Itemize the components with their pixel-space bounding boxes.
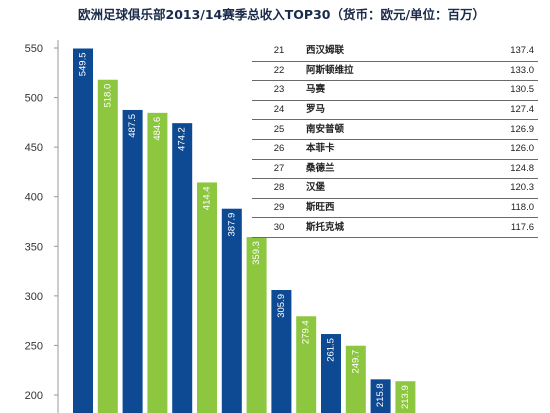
y-tick-label: 300 — [25, 291, 43, 303]
club-cell: 西汉姆联 — [306, 42, 453, 62]
revenue-cell: 118.0 — [452, 198, 538, 219]
club-cell: 阿斯顿维拉 — [306, 61, 453, 82]
revenue-cell: 126.0 — [452, 139, 538, 160]
rank-cell: 29 — [252, 198, 306, 219]
club-cell: 斯旺西 — [306, 198, 453, 219]
bar — [246, 237, 267, 413]
club-cell: 罗马 — [306, 100, 453, 121]
y-tick-label: 400 — [25, 192, 43, 204]
club-cell: 桑德兰 — [306, 159, 453, 180]
bar — [321, 334, 341, 413]
rank-cell: 21 — [252, 42, 306, 62]
y-axis-ticks: 200 250 300 350 400 450 500 550 — [25, 43, 58, 402]
bar — [147, 112, 168, 413]
bar-value-label: 305.9 — [276, 294, 287, 318]
y-tick-label: 200 — [25, 390, 43, 402]
y-tick-label: 350 — [25, 241, 43, 253]
bar — [370, 379, 391, 413]
rank-cell: 27 — [252, 159, 306, 180]
chart-title: 欧洲足球俱乐部2013/14赛季总收入TOP30（货币：欧元/单位：百万） — [78, 7, 486, 22]
table-row: 30 斯托克城 117.6 — [252, 217, 538, 238]
y-tick-label: 450 — [25, 142, 43, 154]
table-row: 23 马赛 130.5 — [252, 80, 538, 101]
table-row: 25 南安普顿 126.9 — [252, 119, 538, 140]
rank-cell: 22 — [252, 61, 306, 82]
bar-value-label: 213.9 — [400, 385, 411, 409]
bar — [345, 345, 366, 413]
bar-value-label: 249.7 — [350, 350, 361, 374]
bar — [122, 109, 143, 413]
bar — [296, 316, 317, 413]
bar-value-label: 279.4 — [301, 320, 312, 344]
bar-value-label: 215.8 — [375, 383, 386, 407]
table-row: 27 桑德兰 124.8 — [252, 159, 538, 180]
bar-value-label: 474.2 — [177, 127, 188, 151]
rank-cell: 30 — [252, 217, 306, 238]
revenue-cell: 120.3 — [452, 178, 538, 199]
y-tick-label: 250 — [25, 340, 43, 352]
club-cell: 汉堡 — [306, 178, 453, 199]
revenue-cell: 127.4 — [452, 100, 538, 121]
bar-value-label: 387.9 — [226, 213, 237, 237]
bar — [197, 182, 217, 413]
revenue-cell: 124.8 — [452, 159, 538, 180]
bar — [395, 381, 416, 413]
rank-cell: 28 — [252, 178, 306, 199]
rank-cell: 24 — [252, 100, 306, 121]
bar — [172, 123, 193, 413]
rank-cell: 23 — [252, 80, 306, 101]
bar-value-label: 518.0 — [102, 84, 113, 108]
bar-value-label: 414.4 — [202, 186, 213, 210]
rank-cell: 25 — [252, 119, 306, 140]
revenue-cell: 133.0 — [452, 61, 538, 82]
table-row: 22 阿斯顿维拉 133.0 — [252, 61, 538, 82]
bar — [271, 290, 292, 413]
rank-cell: 26 — [252, 139, 306, 160]
bar-value-label: 487.5 — [127, 114, 138, 138]
bar — [73, 48, 93, 413]
y-tick-label: 500 — [25, 93, 43, 105]
table-row: 24 罗马 127.4 — [252, 100, 538, 121]
rank-table-21-30: 21 西汉姆联 137.4 22 阿斯顿维拉 133.0 23 马赛 130.5 24 罗马 127.… — [252, 42, 538, 238]
table-row: 28 汉堡 120.3 — [252, 178, 538, 199]
y-tick-label: 550 — [25, 43, 43, 55]
bar — [97, 79, 118, 413]
bar-value-label: 484.6 — [152, 117, 163, 141]
club-cell: 马赛 — [306, 80, 453, 101]
revenue-cell: 117.6 — [452, 217, 538, 238]
bar-value-label: 549.5 — [78, 52, 89, 76]
table-row: 26 本菲卡 126.0 — [252, 139, 538, 160]
bars: 549.5 518.0 487.5 484.6 474.2 414.4 387.9 359.3… — [73, 48, 416, 413]
bar-value-label: 261.5 — [326, 338, 337, 362]
table-row: 21 西汉姆联 137.4 — [252, 42, 538, 62]
club-cell: 南安普顿 — [306, 119, 453, 140]
club-cell: 本菲卡 — [306, 139, 453, 160]
revenue-cell: 137.4 — [452, 42, 538, 62]
bar — [221, 208, 242, 413]
revenue-cell: 126.9 — [452, 119, 538, 140]
club-cell: 斯托克城 — [306, 217, 453, 238]
bar-value-label: 359.3 — [251, 241, 262, 265]
table-row: 29 斯旺西 118.0 — [252, 198, 538, 219]
revenue-cell: 130.5 — [452, 80, 538, 101]
